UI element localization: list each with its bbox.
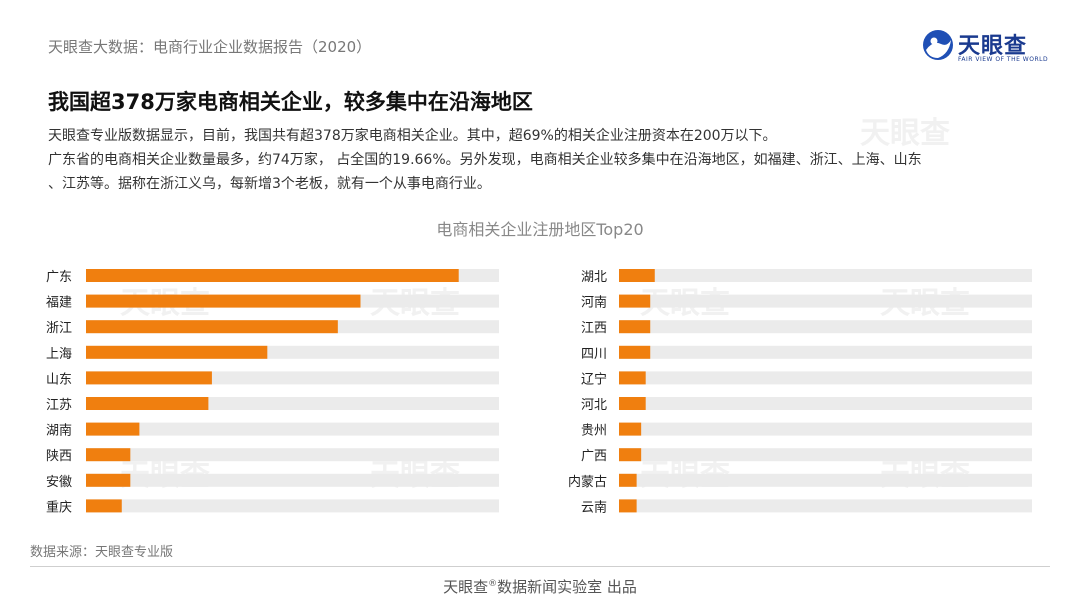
category-label: 江苏 xyxy=(46,397,72,413)
body-line-2: 广东省的电商相关企业数量最多，约74万家， 占全国的19.66%。另外发现，电商… xyxy=(48,152,922,168)
data-source: 数据来源：天眼查专业版 xyxy=(30,545,174,560)
category-label: 辽宁 xyxy=(581,371,607,387)
category-label: 福建 xyxy=(46,296,72,311)
bar-广西 xyxy=(619,448,642,462)
category-label: 湖南 xyxy=(46,423,72,439)
bar-track xyxy=(619,345,1032,359)
bar-track xyxy=(619,422,1032,436)
bar-track xyxy=(86,448,499,462)
category-label: 四川 xyxy=(581,347,607,362)
category-label: 重庆 xyxy=(46,499,72,515)
registered-mark: ® xyxy=(488,579,498,589)
bar-陕西 xyxy=(86,448,131,462)
bar-上海 xyxy=(86,345,268,359)
bar-安徽 xyxy=(86,473,131,487)
category-label: 广西 xyxy=(581,449,607,464)
bar-贵州 xyxy=(619,422,642,436)
body-text: 天眼查专业版数据显示，目前，我国共有超378万家电商相关企业。其中，超69%的相… xyxy=(48,124,1038,196)
bar-河南 xyxy=(619,294,651,308)
category-label: 内蒙古 xyxy=(568,474,607,490)
chart-title: 电商相关企业注册地区Top20 xyxy=(436,220,644,239)
bar-四川 xyxy=(619,345,651,359)
category-label: 陕西 xyxy=(46,449,72,464)
bar-重庆 xyxy=(86,499,122,513)
footer-brand: 天眼查 xyxy=(443,578,489,596)
bar-track xyxy=(86,473,499,487)
logo-subtitle: FAIR VIEW OF THE WORLD xyxy=(958,56,1049,63)
bar-福建 xyxy=(86,294,361,308)
footer-divider xyxy=(30,566,1050,567)
bar-江苏 xyxy=(86,397,209,410)
category-label: 江西 xyxy=(581,321,607,336)
category-label: 河南 xyxy=(581,295,607,311)
bar-河北 xyxy=(619,397,646,410)
category-label: 广东 xyxy=(46,270,72,285)
bar-track xyxy=(619,294,1032,308)
bar-track xyxy=(619,320,1032,334)
bar-辽宁 xyxy=(619,371,646,385)
bar-track xyxy=(619,269,1032,282)
bar-track xyxy=(86,422,499,436)
category-label: 湖北 xyxy=(581,270,607,285)
bar-湖北 xyxy=(619,269,655,282)
bar-湖南 xyxy=(86,422,140,436)
bar-track xyxy=(619,371,1032,385)
category-label: 安徽 xyxy=(46,475,72,490)
category-label: 浙江 xyxy=(46,321,72,336)
footer-credit: 天眼查®数据新闻实验室 出品 xyxy=(0,576,1080,597)
category-label: 山东 xyxy=(46,372,72,387)
headline: 我国超378万家电商相关企业，较多集中在沿海地区 xyxy=(48,90,533,114)
body-line-3: 、江苏等。据称在浙江义乌，每新增3个老板，就有一个从事电商行业。 xyxy=(48,176,491,192)
tianyancha-logo: 天眼查 FAIR VIEW OF THE WORLD xyxy=(921,28,1048,64)
bar-track xyxy=(86,499,499,513)
bar-浙江 xyxy=(86,320,338,334)
footer-rest: 数据新闻实验室 出品 xyxy=(497,578,637,596)
bar-广东 xyxy=(86,269,459,282)
bar-内蒙古 xyxy=(619,473,637,487)
bar-track xyxy=(619,448,1032,462)
report-title: 天眼查大数据：电商行业企业数据报告（2020） xyxy=(48,38,372,56)
bar-山东 xyxy=(86,371,212,385)
bar-track xyxy=(619,499,1032,513)
watermark-text: 天眼查 xyxy=(860,116,950,151)
bar-track xyxy=(619,397,1032,410)
category-label: 云南 xyxy=(581,499,607,515)
logo-emblem-icon xyxy=(923,30,953,60)
bar-云南 xyxy=(619,499,637,513)
category-label: 河北 xyxy=(581,398,607,413)
category-label: 上海 xyxy=(46,347,72,362)
category-label: 贵州 xyxy=(581,424,607,439)
bar-track xyxy=(619,473,1032,487)
bar-江西 xyxy=(619,320,651,334)
body-line-1: 天眼查专业版数据显示，目前，我国共有超378万家电商相关企业。其中，超69%的相… xyxy=(48,128,777,144)
logo-text: 天眼查 xyxy=(958,34,1028,59)
